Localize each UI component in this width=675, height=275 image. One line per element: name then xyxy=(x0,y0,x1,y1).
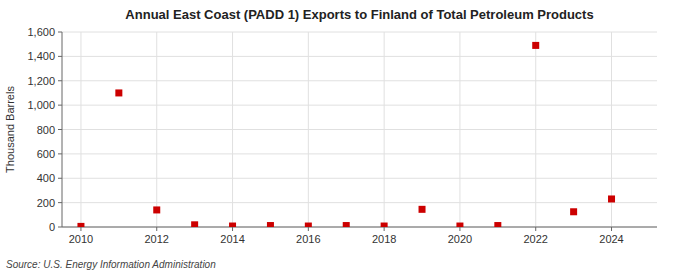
point xyxy=(229,223,236,227)
y-grid-line xyxy=(62,153,657,154)
y-grid-line xyxy=(62,202,657,203)
x-grid-line xyxy=(308,32,309,227)
y-grid-line xyxy=(62,105,657,106)
y-tick xyxy=(58,202,62,203)
point xyxy=(494,222,501,227)
point xyxy=(305,223,312,227)
x-tick xyxy=(611,227,612,231)
y-grid-line xyxy=(62,56,657,57)
title: Annual East Coast (PADD 1) Exports to Fi… xyxy=(125,7,593,22)
x-tick xyxy=(232,227,233,231)
y-tick-label: 800 xyxy=(37,124,55,136)
point xyxy=(267,222,274,227)
y-grid-line xyxy=(62,80,657,81)
x-grid-line xyxy=(156,32,157,227)
y-tick-label: 0 xyxy=(49,221,55,233)
point xyxy=(608,195,615,202)
x-grid-line xyxy=(384,32,385,227)
x-tick xyxy=(80,227,81,231)
point xyxy=(570,208,577,215)
point xyxy=(191,221,198,227)
x-tick-label: 2022 xyxy=(523,233,547,245)
y-grid-line xyxy=(62,32,657,33)
point xyxy=(381,223,388,227)
point xyxy=(343,222,350,227)
x-tick-label: 2024 xyxy=(599,233,623,245)
y-tick-label: 1,200 xyxy=(27,75,55,87)
y-tick xyxy=(58,105,62,106)
point xyxy=(532,42,539,49)
y-grid-line xyxy=(62,178,657,179)
axes: 0 200 400 600 800 1,000 1,200 1,400 1,600 2010 201… xyxy=(27,26,657,245)
x-tick xyxy=(535,227,536,231)
y-tick-label: 1,400 xyxy=(27,50,55,62)
x-tick-label: 2014 xyxy=(220,233,244,245)
y-tick xyxy=(58,227,62,228)
y-tick-label: 1,000 xyxy=(27,99,55,111)
x-tick xyxy=(459,227,460,231)
point xyxy=(153,206,160,213)
y-grid-line xyxy=(62,227,657,228)
y-tick-label: 1,600 xyxy=(27,26,55,38)
x-grid-line xyxy=(232,32,233,227)
x-tick xyxy=(308,227,309,231)
x-grid-line xyxy=(80,32,81,227)
x-tick xyxy=(384,227,385,231)
y-tick xyxy=(58,178,62,179)
x-tick-label: 2010 xyxy=(69,233,93,245)
point xyxy=(77,223,84,227)
source-annotation: Source: U.S. Energy Information Administ… xyxy=(6,259,216,270)
y-grid-line xyxy=(62,129,657,130)
x-tick-label: 2020 xyxy=(448,233,472,245)
y-tick-label: 600 xyxy=(37,148,55,160)
point xyxy=(419,206,426,213)
y-tick xyxy=(58,129,62,130)
x-tick-label: 2016 xyxy=(296,233,320,245)
points xyxy=(77,42,615,227)
x-axis-line xyxy=(62,227,657,228)
y-axis-label: Thousand Barrels xyxy=(4,86,16,173)
y-tick xyxy=(58,56,62,57)
x-tick xyxy=(156,227,157,231)
x-grid-line xyxy=(535,32,536,227)
chart: 0 200 400 600 800 1,000 1,200 1,400 1,600 2010 201… xyxy=(0,0,675,275)
y-tick-label: 400 xyxy=(37,172,55,184)
point xyxy=(456,223,463,227)
y-tick xyxy=(58,32,62,33)
x-tick-label: 2018 xyxy=(372,233,396,245)
y-tick xyxy=(58,80,62,81)
x-grid-line xyxy=(459,32,460,227)
y-axis-line xyxy=(62,32,63,227)
y-tick xyxy=(58,153,62,154)
grid xyxy=(62,32,657,227)
x-tick-label: 2012 xyxy=(145,233,169,245)
point xyxy=(115,89,122,96)
y-tick-label: 200 xyxy=(37,197,55,209)
